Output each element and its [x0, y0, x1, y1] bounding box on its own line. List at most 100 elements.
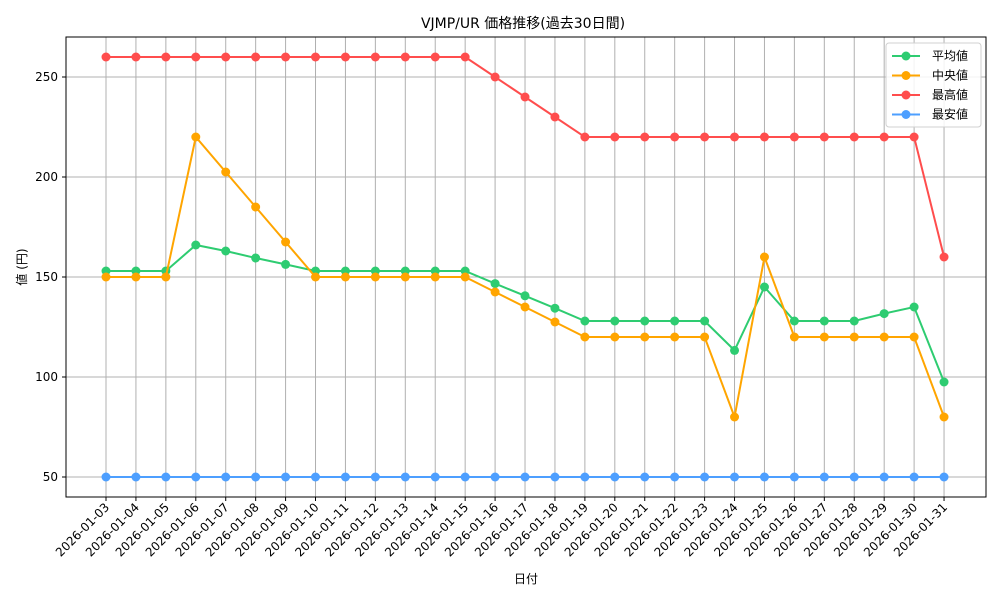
data-point: [221, 246, 231, 256]
data-point: [670, 132, 680, 142]
data-point: [939, 252, 949, 262]
x-axis-label: 日付: [514, 572, 538, 586]
data-point: [251, 472, 261, 482]
data-point: [430, 52, 440, 62]
data-point: [700, 132, 710, 142]
data-point: [370, 472, 380, 482]
data-point: [730, 412, 740, 422]
data-point: [819, 132, 829, 142]
data-point: [281, 237, 291, 247]
data-point: [849, 472, 859, 482]
data-point: [101, 52, 111, 62]
data-point: [400, 272, 410, 282]
data-point: [520, 302, 530, 312]
legend-item: 最高値: [932, 87, 968, 102]
data-point: [939, 377, 949, 387]
data-point: [370, 52, 380, 62]
data-point: [849, 332, 859, 342]
data-point: [101, 272, 111, 282]
data-point: [161, 472, 171, 482]
data-point: [460, 52, 470, 62]
data-point: [730, 345, 740, 355]
data-point: [670, 472, 680, 482]
data-point: [909, 332, 919, 342]
data-point: [730, 132, 740, 142]
data-point: [251, 253, 261, 263]
data-point: [490, 279, 500, 289]
data-point: [879, 332, 889, 342]
data-point: [550, 472, 560, 482]
data-point: [430, 272, 440, 282]
data-point: [819, 332, 829, 342]
data-point: [131, 272, 141, 282]
data-point: [101, 472, 111, 482]
grid-lines: [66, 37, 986, 497]
y-tick-label: 150: [35, 270, 58, 284]
data-point: [221, 472, 231, 482]
data-point: [550, 317, 560, 327]
data-point: [281, 52, 291, 62]
chart-title: VJMP/UR 価格推移(過去30日間): [421, 16, 625, 32]
data-point: [879, 309, 889, 319]
data-point: [640, 472, 650, 482]
data-point: [610, 316, 620, 326]
data-point: [730, 472, 740, 482]
data-point: [251, 52, 261, 62]
data-point: [670, 332, 680, 342]
data-point: [131, 472, 141, 482]
data-point: [221, 167, 231, 177]
data-point: [610, 132, 620, 142]
data-point: [610, 332, 620, 342]
legend-item: 中央値: [932, 68, 968, 83]
data-point: [580, 132, 590, 142]
data-point: [400, 472, 410, 482]
data-point: [460, 272, 470, 282]
data-point: [879, 472, 889, 482]
y-axis-label: 値 (円): [14, 248, 29, 285]
data-point: [939, 472, 949, 482]
data-point: [789, 316, 799, 326]
data-point: [700, 332, 710, 342]
data-point: [221, 52, 231, 62]
data-point: [819, 472, 829, 482]
data-point: [191, 240, 201, 250]
data-point: [340, 52, 350, 62]
data-point: [400, 52, 410, 62]
data-point: [430, 472, 440, 482]
data-point: [670, 316, 680, 326]
data-point: [370, 272, 380, 282]
data-point: [789, 132, 799, 142]
data-point: [340, 272, 350, 282]
legend-item: 平均値: [932, 48, 968, 63]
legend-item: 最安値: [932, 107, 968, 122]
x-axis-ticks: 2026-01-032026-01-042026-01-052026-01-06…: [53, 497, 950, 559]
data-point: [191, 472, 201, 482]
data-point: [311, 472, 321, 482]
data-point: [251, 202, 261, 212]
data-point: [909, 132, 919, 142]
data-point: [520, 92, 530, 102]
data-point: [550, 303, 560, 313]
data-point: [909, 472, 919, 482]
data-point: [759, 282, 769, 292]
y-tick-label: 200: [35, 170, 58, 184]
data-point: [849, 316, 859, 326]
data-point: [191, 132, 201, 142]
data-point: [879, 132, 889, 142]
data-point: [131, 52, 141, 62]
y-tick-label: 100: [35, 370, 58, 384]
data-point: [460, 472, 470, 482]
data-point: [161, 272, 171, 282]
plot-frame: [65, 36, 987, 498]
data-point: [490, 72, 500, 82]
data-point: [759, 252, 769, 262]
data-point: [311, 52, 321, 62]
data-point: [490, 287, 500, 297]
data-point: [700, 472, 710, 482]
data-point: [490, 472, 500, 482]
y-tick-label: 50: [43, 470, 58, 484]
series-lines: [101, 52, 949, 482]
data-point: [520, 472, 530, 482]
data-point: [939, 412, 949, 422]
